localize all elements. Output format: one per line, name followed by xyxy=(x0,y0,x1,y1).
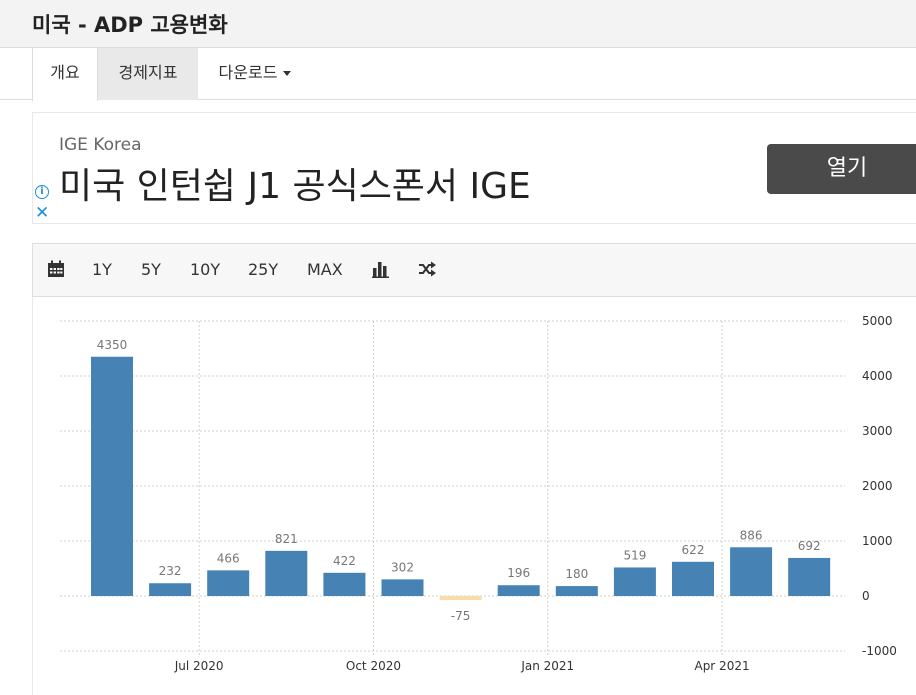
range-25y-button[interactable]: 25Y xyxy=(248,260,279,279)
data-label: 180 xyxy=(565,567,588,581)
x-tick-label: Jan 2021 xyxy=(520,659,574,673)
y-tick-label: 0 xyxy=(862,589,870,603)
range-1y-button[interactable]: 1Y xyxy=(92,260,112,279)
data-label: 622 xyxy=(682,543,705,557)
ad-advertiser: IGE Korea xyxy=(59,135,142,155)
close-icon[interactable]: ✕ xyxy=(35,203,50,223)
data-label: 692 xyxy=(798,539,821,553)
range-5y-button[interactable]: 5Y xyxy=(141,260,161,279)
tab-overview[interactable]: 개요 xyxy=(32,48,98,101)
ad-headline[interactable]: 미국 인턴쉽 J1 공식스폰서 IGE xyxy=(59,166,531,207)
bar-jul-2020[interactable] xyxy=(207,570,250,596)
y-tick-label: 5000 xyxy=(862,314,893,328)
y-tick-label: 4000 xyxy=(862,369,893,383)
bar-apr-2021[interactable] xyxy=(730,547,773,596)
bar-dec-2020[interactable] xyxy=(497,585,540,596)
chevron-down-icon xyxy=(283,71,292,76)
bar-mar-2021[interactable] xyxy=(672,561,714,596)
bar-chart-icon[interactable] xyxy=(372,260,390,278)
data-label: -75 xyxy=(451,609,471,623)
y-tick-label: 3000 xyxy=(862,424,893,438)
bar-nov-2020[interactable] xyxy=(439,596,482,601)
tab-bar: 개요 경제지표 다운로드 xyxy=(0,48,916,101)
x-tick-label: Jul 2020 xyxy=(174,659,224,673)
bar-aug-2020[interactable] xyxy=(265,550,308,596)
bar-jun-2020[interactable] xyxy=(149,583,192,596)
calendar-icon[interactable] xyxy=(47,260,65,278)
data-label: 196 xyxy=(507,566,530,580)
tab-indicators[interactable]: 경제지표 xyxy=(98,48,198,100)
x-tick-label: Apr 2021 xyxy=(694,659,749,673)
adp-employment-bar-chart: 4350 232 466 821 422 302 -75 196 180 519 622 886 692… xyxy=(60,314,897,673)
ad-banner[interactable]: IGE Korea 미국 인턴쉽 J1 공식스폰서 IGE 열기 i ✕ xyxy=(32,112,916,224)
range-max-button[interactable]: MAX xyxy=(307,260,343,279)
data-label: 422 xyxy=(333,554,356,568)
bar-sep-2020[interactable] xyxy=(323,572,366,596)
shuffle-icon[interactable] xyxy=(418,260,436,278)
data-label: 519 xyxy=(623,548,646,562)
page-title: 미국 - ADP 고용변화 xyxy=(32,13,228,37)
tab-download-label: 다운로드 xyxy=(218,63,278,82)
data-label: 466 xyxy=(217,551,240,565)
data-label: 821 xyxy=(275,532,298,546)
bar-may-2021[interactable] xyxy=(788,557,831,596)
range-10y-button[interactable]: 10Y xyxy=(190,260,221,279)
x-tick-label: Oct 2020 xyxy=(346,659,401,673)
title-bar: 미국 - ADP 고용변화 xyxy=(0,0,916,48)
bar-feb-2021[interactable] xyxy=(613,567,656,596)
data-label: 302 xyxy=(391,560,414,574)
bar-oct-2020[interactable] xyxy=(381,579,424,596)
bar-jan-2021[interactable] xyxy=(555,586,598,596)
chart-area xyxy=(32,297,916,695)
data-label: 886 xyxy=(740,528,763,542)
data-label: 4350 xyxy=(97,338,128,352)
y-tick-label: -1000 xyxy=(862,644,897,658)
ad-open-button[interactable]: 열기 xyxy=(767,144,916,194)
bar-may-2020[interactable] xyxy=(91,356,133,596)
y-tick-label: 2000 xyxy=(862,479,893,493)
info-icon[interactable]: i xyxy=(35,185,49,199)
y-tick-label: 1000 xyxy=(862,534,893,548)
tab-download[interactable]: 다운로드 xyxy=(200,48,310,100)
chart-toolbar: 1Y 5Y 10Y 25Y MAX xyxy=(32,243,916,297)
data-label: 232 xyxy=(159,564,182,578)
